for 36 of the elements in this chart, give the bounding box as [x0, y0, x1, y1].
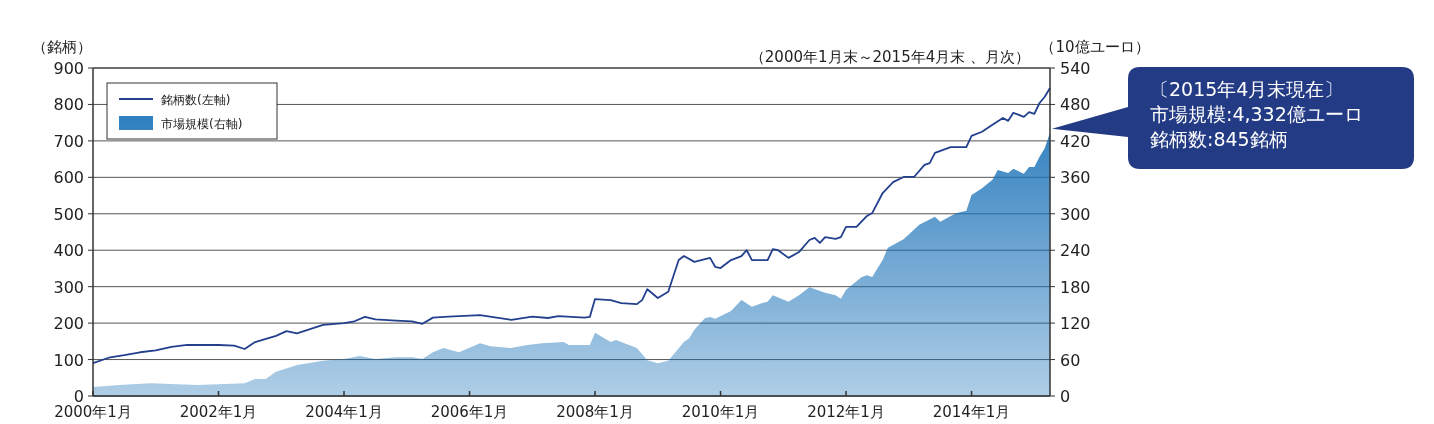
x-tick-label: 2014年1月 — [932, 403, 1011, 421]
y2-tick-label: 360 — [1060, 168, 1091, 188]
y2-tick-label: 300 — [1060, 204, 1091, 224]
y2-tick-label: 240 — [1060, 241, 1091, 261]
y2-axis-title: （10億ユーロ） — [1040, 38, 1150, 56]
text: 〔2015年4月末現在〕 — [1150, 78, 1344, 100]
x-tick-label: 2002年1月 — [179, 403, 258, 421]
x-tick-label: 2010年1月 — [681, 403, 760, 421]
y-tick-label: 0 — [73, 387, 84, 406]
y2-tick-label: 180 — [1060, 277, 1091, 297]
y-axis-title: （銘柄） — [32, 38, 92, 56]
y2-tick-label: 0 — [1060, 387, 1071, 406]
chart-subtitle: （2000年1月末～2015年4月末 、月次） — [749, 48, 1030, 66]
y-tick-label: 200 — [53, 314, 84, 334]
x-tick-label: 2012年1月 — [807, 403, 885, 421]
text: 市場規模:4,332億ユーロ — [1150, 103, 1363, 125]
x-tick-label: 2000年1月 — [54, 403, 132, 421]
text: 銘柄数:845銘柄 — [1150, 128, 1288, 150]
y-tick-label: 400 — [53, 241, 84, 261]
y2-tick-label: 60 — [1060, 350, 1081, 370]
x-tick-label: 2006年1月 — [430, 403, 509, 421]
legend-label: 銘柄数(左軸) — [161, 93, 231, 107]
y2-tick-label: 480 — [1060, 95, 1091, 115]
y-tick-label: 700 — [53, 131, 84, 151]
y2-tick-label: 120 — [1060, 314, 1091, 334]
y-tick-label: 500 — [53, 204, 84, 224]
y-tick-label: 300 — [53, 277, 84, 297]
y2-tick-label: 420 — [1060, 131, 1091, 151]
y-tick-label: 900 — [53, 59, 84, 78]
x-tick-label: 2004年1月 — [305, 403, 383, 421]
y-tick-label: 600 — [53, 168, 84, 188]
x-tick-label: 2008年1月 — [556, 403, 634, 421]
legend-label: 市場規模(右軸) — [161, 117, 243, 131]
y-tick-label: 100 — [53, 350, 84, 370]
y-tick-label: 800 — [53, 95, 84, 115]
y2-tick-label: 540 — [1060, 59, 1091, 78]
